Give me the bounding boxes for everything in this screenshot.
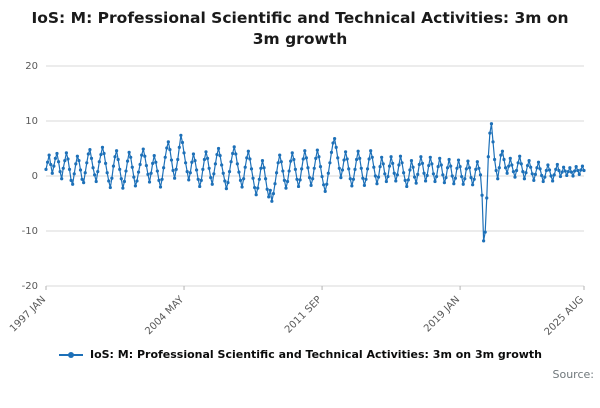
x-tick-label: 2019 JAN bbox=[422, 294, 462, 334]
line-chart-svg: 20 10 0 -10 -20 1997 JAN 2004 MAY 2011 SEP 2019 … bbox=[8, 61, 587, 338]
y-tick-label: 0 bbox=[32, 171, 38, 182]
x-axis-tick-labels: 1997 JAN 2004 MAY 2011 SEP 2019 JAN 2025 AUG bbox=[8, 285, 587, 338]
x-tick-label: 2025 AUG bbox=[543, 294, 587, 338]
x-tick-label: 2011 SEP bbox=[283, 294, 324, 335]
legend-line-marker-icon bbox=[58, 351, 83, 358]
series-line bbox=[45, 122, 585, 242]
y-tick-label: 20 bbox=[25, 61, 38, 72]
source-caption: Source: bbox=[552, 367, 595, 381]
legend-label: IoS: M: Professional Scientific and Tech… bbox=[89, 348, 543, 362]
x-tick-label: 1997 JAN bbox=[8, 294, 48, 334]
page-title: IoS: M: Professional Scientific and Tech… bbox=[31, 9, 569, 48]
y-tick-label: -20 bbox=[22, 281, 38, 292]
legend[interactable]: IoS: M: Professional Scientific and Tech… bbox=[0, 346, 600, 364]
y-axis-tick-labels: 20 10 0 -10 -20 bbox=[22, 61, 38, 292]
gridlines bbox=[46, 65, 584, 287]
chart-area: 20 10 0 -10 -20 1997 JAN 2004 MAY 2011 SEP 2019 … bbox=[0, 52, 600, 344]
x-tick-label: 2004 MAY bbox=[143, 294, 186, 337]
y-tick-label: 10 bbox=[25, 116, 38, 127]
y-tick-label: -10 bbox=[22, 226, 38, 237]
series-point-markers bbox=[44, 121, 586, 243]
